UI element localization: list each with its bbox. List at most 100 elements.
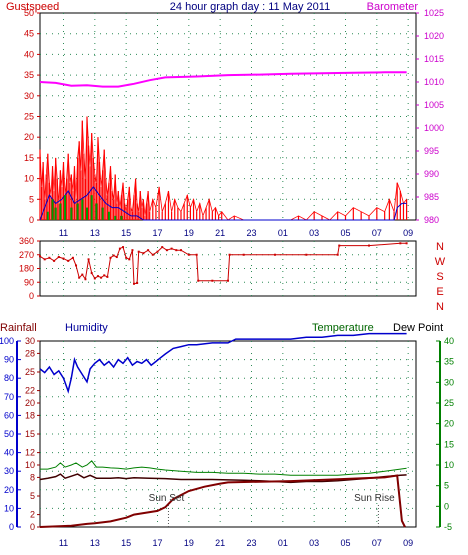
direction-point (128, 258, 131, 261)
direction-point (368, 244, 370, 247)
legend-dew-point: Dew Point (393, 322, 443, 334)
barometer-label: Barometer (367, 1, 419, 13)
gustspeed-label: Gustspeed (6, 1, 59, 13)
x-tick-label: 01 (278, 228, 288, 238)
direction-point (180, 249, 182, 252)
x-tick-label: 03 (309, 228, 319, 238)
legend-temperature: Temperature (312, 322, 374, 334)
x-tick-label: 13 (90, 538, 100, 548)
wind-x-ticks: 11 13 15 17 19 21 23 01 03 05 07 09 (59, 228, 413, 238)
gust-tick-label: 15 (24, 153, 34, 163)
x-tick-label: 19 (184, 228, 194, 238)
direction-point (305, 253, 308, 256)
temperature-tick-label: -5 (444, 522, 452, 532)
rainfall-line (39, 474, 406, 528)
direction-point (53, 259, 56, 262)
rain-tick-label: 15 (25, 429, 35, 439)
x-tick-label: 21 (215, 228, 225, 238)
direction-point (175, 249, 178, 252)
humidity-tick-label: 30 (4, 466, 14, 476)
direction-point (195, 253, 198, 256)
direction-point (137, 250, 140, 253)
rain-tick-label: 25 (25, 367, 35, 377)
temperature-tick-label: 20 (444, 419, 454, 429)
humidity-tick-label: 10 (4, 503, 14, 513)
direction-point (147, 249, 150, 252)
rain-tick-label: 20 (25, 398, 35, 408)
direction-tick-label: 270 (19, 250, 34, 260)
direction-tick-label: 180 (19, 264, 34, 274)
rain-tick-label: 18 (25, 410, 35, 420)
temperature-line (40, 460, 407, 476)
direction-tick-label: 360 (19, 236, 34, 246)
rain-tick-label: 22 (25, 386, 35, 396)
rain-tick-label: 30 (25, 336, 35, 346)
direction-point (71, 256, 74, 259)
direction-point (78, 276, 81, 279)
temperature-x-ticks: 11 13 15 17 19 21 23 01 03 05 07 09 (59, 538, 413, 548)
rain-tick-label: 10 (25, 460, 35, 470)
temperature-tick-label: 25 (444, 398, 454, 408)
humidity-tick-label: 0 (9, 522, 14, 532)
x-tick-label: 11 (59, 538, 68, 548)
direction-point (228, 253, 231, 256)
direction-point (151, 253, 154, 256)
humidity-tick-label: 60 (4, 410, 14, 420)
direction-point (187, 253, 190, 256)
direction-point (156, 250, 159, 253)
humidity-tick-label: 80 (4, 373, 14, 383)
direction-point (227, 279, 229, 282)
temperature-tick-label: 30 (444, 377, 454, 387)
direction-point (84, 278, 87, 281)
barometer-tick-label: 985 (424, 192, 439, 202)
direction-point (211, 279, 214, 282)
x-tick-label: 23 (246, 538, 256, 548)
gust-tick-label: 50 (24, 8, 34, 18)
temperature-plot-area (39, 340, 417, 528)
x-tick-label: 09 (403, 228, 413, 238)
compass-letter: E (436, 286, 443, 298)
direction-axis-ticks: 0 90 180 270 360 (19, 236, 40, 301)
direction-point (112, 254, 115, 257)
temperature-tick-label: 40 (444, 336, 454, 346)
x-tick-label: 05 (340, 538, 350, 548)
gust-tick-label: 20 (24, 132, 34, 142)
gust-tick-label: 40 (24, 49, 34, 59)
direction-point (115, 256, 118, 259)
rain-tick-label: 8 (30, 472, 35, 482)
rain-tick-label: 0 (30, 522, 35, 532)
barometer-tick-label: 995 (424, 146, 439, 156)
barometer-tick-label: 990 (424, 169, 439, 179)
barometer-tick-label: 1000 (424, 123, 444, 133)
direction-point (93, 277, 96, 280)
direction-point (106, 275, 109, 278)
rain-tick-label: 12 (25, 448, 35, 458)
barometer-tick-label: 1010 (424, 77, 444, 87)
direction-point (62, 257, 65, 260)
direction-point (197, 279, 200, 282)
barometer-tick-label: 980 (424, 215, 439, 225)
direction-point (125, 256, 128, 259)
humidity-tick-label: 70 (4, 392, 14, 402)
sun-annotations: Sun Set Sun Rise (149, 493, 395, 527)
humidity-tick-label: 50 (4, 429, 14, 439)
direction-point (165, 249, 168, 252)
average-wind-line (39, 186, 407, 221)
rain-tick-label: 5 (30, 491, 35, 501)
wind-series (39, 71, 408, 221)
x-tick-label: 15 (121, 538, 131, 548)
direction-point (109, 256, 112, 259)
direction-point (48, 256, 51, 259)
compass-letter: S (436, 271, 443, 283)
x-tick-label: 21 (215, 538, 225, 548)
direction-point (336, 253, 339, 256)
barometer-tick-label: 1005 (424, 100, 444, 110)
direction-point (75, 264, 78, 267)
legend-humidity: Humidity (65, 322, 108, 334)
direction-point (67, 259, 70, 262)
rain-tick-label: 28 (25, 348, 35, 358)
x-tick-label: 05 (340, 228, 350, 238)
temperature-tick-label: 15 (444, 439, 454, 449)
gust-tick-label: 5 (29, 194, 34, 204)
